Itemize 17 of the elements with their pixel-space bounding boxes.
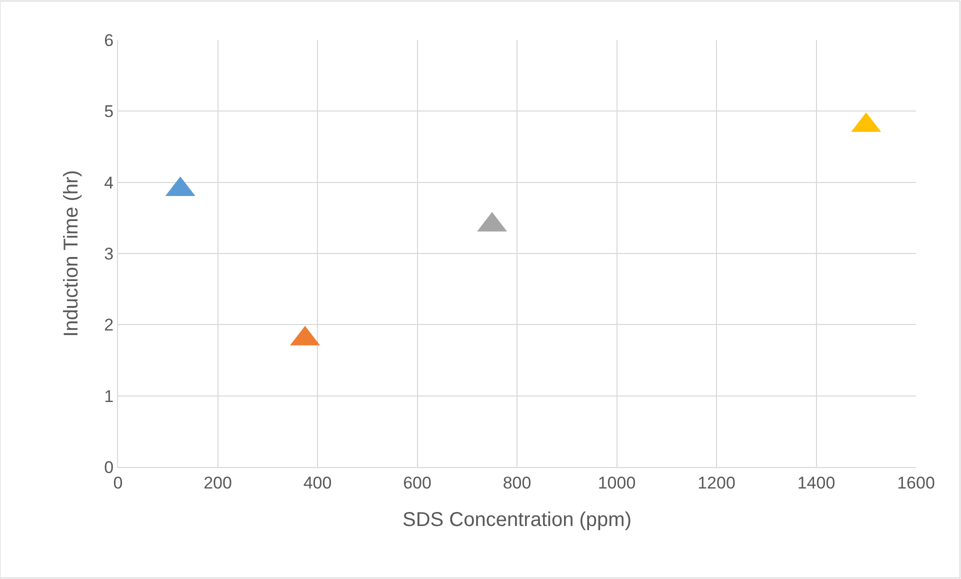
y-tick-label: 5 <box>104 102 114 122</box>
y-tick-label: 4 <box>104 173 114 192</box>
x-tick-label: 1000 <box>598 473 636 492</box>
x-tick-label: 1400 <box>797 473 836 492</box>
y-tick-label: 1 <box>104 386 114 406</box>
y-tick-label: 3 <box>104 244 114 264</box>
x-tick-label: 1600 <box>897 473 935 492</box>
x-tick-label: 200 <box>204 473 232 492</box>
y-tick-label: 2 <box>104 316 114 335</box>
y-axis-title: Induction Time (hr) <box>60 170 83 337</box>
y-tick-label: 0 <box>104 458 114 477</box>
x-tick-label: 400 <box>303 473 332 492</box>
x-tick-label: 600 <box>403 473 432 492</box>
x-tick-label: 800 <box>502 473 532 492</box>
x-tick-label: 1200 <box>698 473 736 492</box>
x-axis-title: SDS Concentration (ppm) <box>402 508 632 531</box>
y-tick-label: 6 <box>104 30 114 50</box>
